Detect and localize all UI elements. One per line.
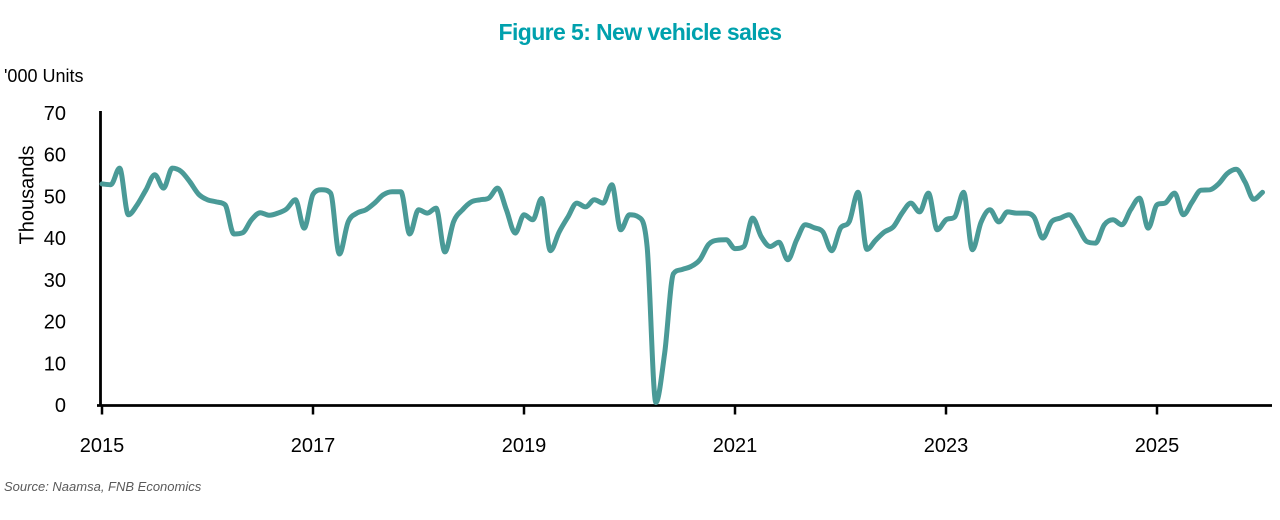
- y-tick-label: 30: [44, 270, 66, 292]
- y-tick-label: 50: [44, 186, 66, 208]
- x-tick-label: 2017: [291, 435, 336, 457]
- x-tick-label: 2015: [80, 435, 125, 457]
- chart-title: Figure 5: New vehicle sales: [498, 19, 783, 45]
- y-axis-units-label: '000 Units: [4, 66, 84, 86]
- x-tick-label: 2019: [502, 435, 547, 457]
- y-tick-label: 60: [44, 145, 66, 167]
- y-tick-label: 0: [55, 395, 66, 417]
- y-tick-label: 10: [44, 353, 66, 375]
- source-note: Source: Naamsa, FNB Economics: [4, 479, 202, 494]
- y-tick-label: 70: [44, 103, 66, 125]
- sales-line: [99, 165, 1265, 405]
- x-tick-label: 2023: [924, 435, 969, 457]
- x-tick-label: 2021: [713, 435, 758, 457]
- y-tick-label: 20: [44, 312, 66, 334]
- y-tick-label: 40: [44, 228, 66, 250]
- x-tick-label: 2025: [1135, 435, 1180, 457]
